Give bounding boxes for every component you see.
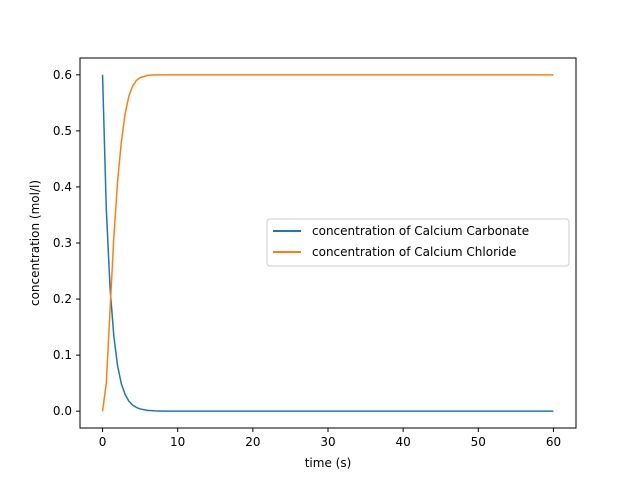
x-axis-label: time (s) [305, 456, 352, 470]
x-tick-label: 40 [396, 435, 411, 449]
series-line-concentration-of-calcium-chloride [101, 74, 554, 412]
x-tick-label: 20 [245, 435, 260, 449]
y-tick-label: 0.0 [53, 404, 72, 418]
plot-lines [101, 74, 554, 412]
y-tick-label: 0.2 [53, 292, 72, 306]
legend-label-calcium-chloride: concentration of Calcium Chloride [312, 245, 516, 259]
legend: concentration of Calcium Carbonate conce… [266, 218, 570, 267]
x-tick-label: 30 [320, 435, 335, 449]
legend-label-calcium-carbonate: concentration of Calcium Carbonate [312, 224, 529, 238]
x-axis-ticks: 0 10 20 30 40 50 60 [99, 428, 561, 449]
y-tick-label: 0.5 [53, 124, 72, 138]
y-tick-label: 0.1 [53, 348, 72, 362]
y-tick-label: 0.6 [53, 68, 72, 82]
y-axis-label: concentration (mol/l) [28, 180, 42, 306]
x-tick-label: 10 [170, 435, 185, 449]
y-axis-ticks: 0.0 0.1 0.2 0.3 0.4 0.5 0.6 [53, 68, 80, 418]
series-line-concentration-of-calcium-carbonate [101, 74, 554, 412]
x-tick-label: 50 [471, 435, 486, 449]
x-tick-label: 0 [99, 435, 107, 449]
y-tick-label: 0.4 [53, 180, 72, 194]
y-tick-label: 0.3 [53, 236, 72, 250]
legend-box [266, 218, 570, 267]
x-tick-label: 60 [546, 435, 561, 449]
